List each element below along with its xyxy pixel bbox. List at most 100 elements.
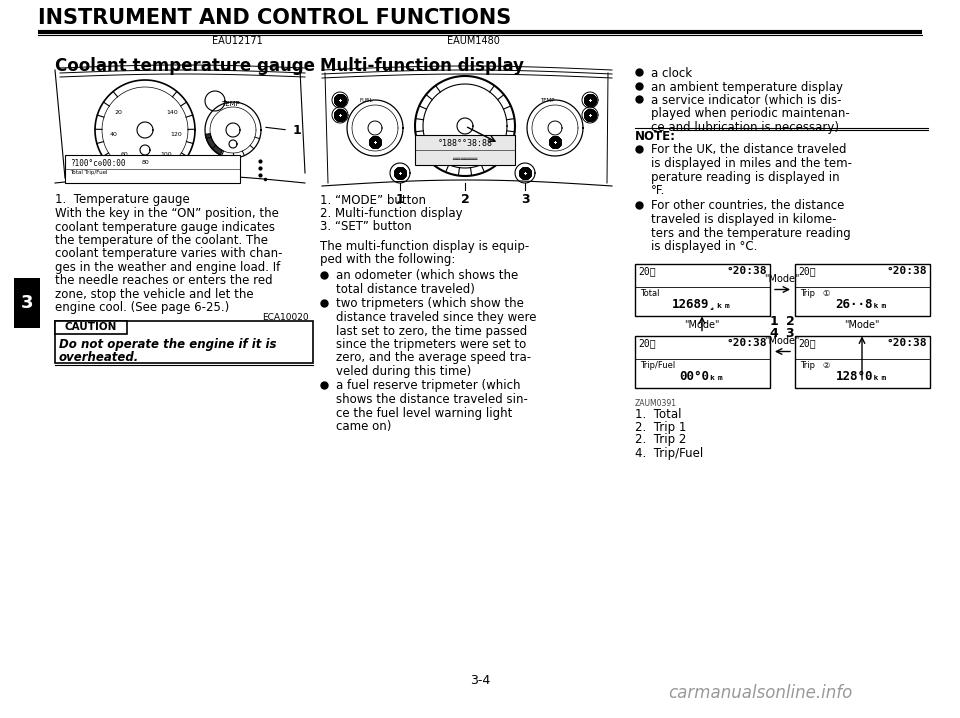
Text: 3: 3: [520, 193, 529, 206]
Text: 100: 100: [160, 151, 172, 157]
Text: 2. Multi-function display: 2. Multi-function display: [320, 207, 463, 220]
Text: a service indicator (which is dis-: a service indicator (which is dis-: [651, 94, 842, 107]
Text: coolant temperature gauge indicates: coolant temperature gauge indicates: [55, 220, 275, 233]
Text: 4: 4: [770, 327, 779, 340]
Text: the temperature of the coolant. The: the temperature of the coolant. The: [55, 234, 268, 247]
Text: °188°°38:88: °188°°38:88: [438, 139, 492, 148]
Text: NOTE:: NOTE:: [635, 129, 676, 142]
Text: total distance traveled): total distance traveled): [336, 283, 475, 296]
Bar: [65, 155, 240, 183]
Text: played when periodic maintenan-: played when periodic maintenan-: [651, 108, 850, 121]
Text: distance traveled since they were: distance traveled since they were: [336, 311, 537, 324]
Text: TEMP: TEMP: [540, 98, 555, 103]
Text: 2.  Trip 2: 2. Trip 2: [635, 434, 686, 447]
Text: a fuel reserve tripmeter (which: a fuel reserve tripmeter (which: [336, 380, 520, 393]
Text: °20:38: °20:38: [886, 266, 927, 276]
Text: "Mode": "Mode": [844, 320, 879, 330]
Bar: [635, 264, 770, 315]
Text: 20: 20: [114, 111, 122, 116]
Text: Do not operate the engine if it is: Do not operate the engine if it is: [59, 338, 276, 351]
Text: Trip/Fuel: Trip/Fuel: [640, 361, 675, 370]
Text: traveled is displayed in kilome-: traveled is displayed in kilome-: [651, 213, 836, 226]
Text: 1: 1: [770, 315, 779, 328]
Text: For the UK, the distance traveled: For the UK, the distance traveled: [651, 144, 847, 157]
Text: since the tripmeters were set to: since the tripmeters were set to: [336, 338, 526, 351]
Text: 1: 1: [293, 123, 301, 136]
Text: an ambient temperature display: an ambient temperature display: [651, 80, 843, 93]
Text: °20:38: °20:38: [727, 338, 767, 348]
Text: The multi-function display is equip-: The multi-function display is equip-: [320, 240, 529, 253]
Text: a clock: a clock: [651, 67, 692, 80]
Text: 3. “SET” button: 3. “SET” button: [320, 220, 412, 233]
Text: With the key in the “ON” position, the: With the key in the “ON” position, the: [55, 207, 278, 220]
Text: is displayed in miles and the tem-: is displayed in miles and the tem-: [651, 157, 852, 170]
Text: 128°0ₖₘ: 128°0ₖₘ: [836, 370, 888, 383]
Bar: [55, 321, 127, 334]
Text: ZAUM0391: ZAUM0391: [635, 399, 677, 409]
Text: zero, and the average speed tra-: zero, and the average speed tra-: [336, 352, 531, 365]
Text: ters and the temperature reading: ters and the temperature reading: [651, 226, 851, 240]
Polygon shape: [205, 134, 223, 155]
Text: ce the fuel level warning light: ce the fuel level warning light: [336, 406, 513, 419]
Text: INSTRUMENT AND CONTROL FUNCTIONS: INSTRUMENT AND CONTROL FUNCTIONS: [38, 8, 512, 28]
Text: is displayed in °C.: is displayed in °C.: [651, 240, 757, 253]
Text: EAU12171: EAU12171: [211, 36, 262, 46]
Text: Trip   ①: Trip ①: [800, 289, 830, 298]
Bar: [635, 335, 770, 388]
Bar: [14, 278, 40, 328]
Text: Coolant temperature gauge: Coolant temperature gauge: [55, 57, 315, 75]
Text: TEMP: TEMP: [221, 101, 240, 107]
Text: 20℃: 20℃: [798, 338, 816, 348]
Bar: [415, 135, 515, 165]
Text: 3: 3: [21, 294, 34, 312]
Text: 3-4: 3-4: [469, 673, 491, 686]
Text: Multi-function display: Multi-function display: [320, 57, 524, 75]
Bar: [55, 321, 313, 363]
Text: 2: 2: [461, 193, 469, 206]
Text: two tripmeters (which show the: two tripmeters (which show the: [336, 297, 524, 310]
Text: EAUM1480: EAUM1480: [446, 36, 499, 46]
Bar: [795, 335, 930, 388]
Text: carmanualsonline.info: carmanualsonline.info: [668, 684, 852, 702]
Text: Trip   ②: Trip ②: [800, 361, 830, 370]
Text: "Mode": "Mode": [764, 335, 800, 345]
Text: °20:38: °20:38: [727, 266, 767, 276]
Text: the needle reaches or enters the red: the needle reaches or enters the red: [55, 274, 273, 287]
Text: came on): came on): [336, 420, 392, 433]
Text: 3: 3: [785, 327, 794, 340]
Text: 80: 80: [141, 159, 149, 164]
Text: ══════: ══════: [452, 155, 478, 161]
Text: "Mode": "Mode": [764, 274, 800, 284]
Text: "Mode": "Mode": [684, 320, 720, 330]
Text: ce and lubrication is necessary): ce and lubrication is necessary): [651, 121, 839, 134]
Text: 1.  Temperature gauge: 1. Temperature gauge: [55, 193, 190, 206]
Text: coolant temperature varies with chan-: coolant temperature varies with chan-: [55, 248, 282, 261]
Text: shows the distance traveled sin-: shows the distance traveled sin-: [336, 393, 528, 406]
Text: 140: 140: [166, 111, 178, 116]
Text: ped with the following:: ped with the following:: [320, 253, 455, 266]
Text: ECA10020: ECA10020: [262, 313, 309, 322]
Text: 40: 40: [109, 132, 117, 137]
Text: veled during this time): veled during this time): [336, 365, 471, 378]
Text: 00°0ₖₘ: 00°0ₖₘ: [680, 370, 725, 383]
Text: 1. “MODE” button: 1. “MODE” button: [320, 194, 426, 207]
Text: 60: 60: [120, 151, 128, 157]
Text: ges in the weather and engine load. If: ges in the weather and engine load. If: [55, 261, 280, 274]
Text: 120: 120: [171, 132, 182, 137]
Text: °20:38: °20:38: [886, 338, 927, 348]
Text: 20℃: 20℃: [798, 266, 816, 276]
Text: engine cool. (See page 6-25.): engine cool. (See page 6-25.): [55, 302, 229, 314]
Text: last set to zero, the time passed: last set to zero, the time passed: [336, 325, 527, 337]
Text: 2: 2: [785, 315, 794, 328]
Text: overheated.: overheated.: [59, 351, 139, 364]
Text: an odometer (which shows the: an odometer (which shows the: [336, 269, 518, 282]
Text: perature reading is displayed in: perature reading is displayed in: [651, 170, 840, 184]
Text: ?100°c⊙00:00: ?100°c⊙00:00: [70, 159, 126, 168]
Text: FUEL: FUEL: [360, 98, 373, 103]
Text: 20℃: 20℃: [638, 266, 656, 276]
Text: Total: Total: [640, 289, 660, 298]
Text: °F.: °F.: [651, 184, 665, 197]
Text: 1: 1: [396, 193, 404, 206]
Text: 26··8ₖₘ: 26··8ₖₘ: [836, 297, 888, 310]
Bar: [795, 264, 930, 315]
